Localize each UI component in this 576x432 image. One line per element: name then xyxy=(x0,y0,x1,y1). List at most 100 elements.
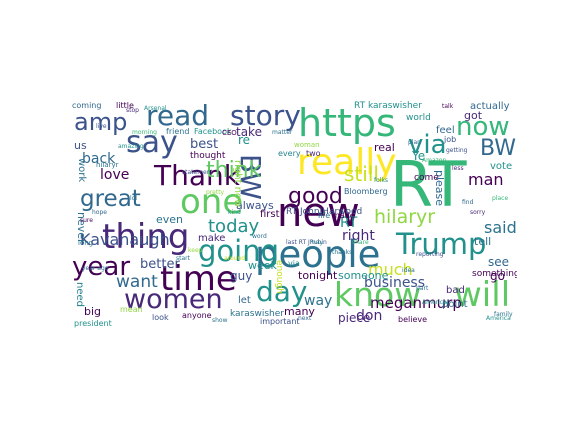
cloud-word: friend xyxy=(166,127,190,136)
cloud-word: every xyxy=(278,149,301,158)
cloud-word: anyone xyxy=(182,311,212,320)
cloud-word: family xyxy=(494,311,513,318)
cloud-word: vote xyxy=(490,161,513,172)
cloud-word: last RT JRubin xyxy=(286,239,327,246)
cloud-word: people xyxy=(255,233,381,276)
cloud-word: word xyxy=(252,233,267,240)
cloud-word: place xyxy=(492,195,509,202)
cloud-word: point xyxy=(442,299,468,310)
cloud-word: year ago xyxy=(82,265,109,272)
cloud-word: made xyxy=(332,211,355,220)
cloud-word: share xyxy=(352,239,369,246)
cloud-word: karaswisher xyxy=(230,309,284,319)
cloud-word: bad xyxy=(446,285,465,296)
cloud-word: need xyxy=(74,282,85,307)
cloud-word: life xyxy=(318,211,331,220)
cloud-word: new xyxy=(277,190,360,236)
cloud-word: guy xyxy=(230,269,253,283)
cloud-word: now xyxy=(456,112,510,142)
cloud-word: great xyxy=(80,186,141,212)
cloud-word: RT xyxy=(340,215,358,231)
cloud-word: via xyxy=(288,259,300,268)
cloud-word: hope xyxy=(92,209,107,216)
cloud-word: little xyxy=(116,101,134,110)
cloud-word: stop xyxy=(126,107,139,114)
cloud-word: start xyxy=(176,255,190,262)
cloud-word: thing xyxy=(102,217,190,257)
cloud-word: coming xyxy=(72,101,102,110)
cloud-word: year xyxy=(72,252,131,282)
cloud-word: important xyxy=(260,317,300,326)
cloud-word: know xyxy=(334,275,422,314)
cloud-word: one xyxy=(180,182,244,222)
cloud-word: look xyxy=(152,313,169,322)
cloud-word: thought xyxy=(190,151,226,161)
cloud-word: president xyxy=(74,319,112,328)
cloud-word: BW xyxy=(480,136,517,161)
cloud-word: better xyxy=(140,257,180,272)
cloud-word: idea xyxy=(402,267,415,274)
cloud-word: come xyxy=(414,173,439,183)
cloud-word: piece xyxy=(338,311,371,325)
cloud-word: long xyxy=(78,239,94,247)
cloud-word: RT karaswisher xyxy=(354,101,422,111)
word-cloud: RT people https new Trump thing really t… xyxy=(72,100,517,330)
cloud-word: tonight xyxy=(298,269,338,282)
cloud-word: thanks xyxy=(332,249,353,256)
cloud-word: re xyxy=(238,133,251,147)
cloud-word: live xyxy=(96,123,107,130)
cloud-word: man xyxy=(468,170,504,189)
cloud-word: around xyxy=(224,255,246,262)
cloud-word: Bloomberg xyxy=(344,187,388,196)
cloud-word: don xyxy=(356,308,383,324)
cloud-word: say xyxy=(126,125,178,160)
cloud-word: big xyxy=(84,305,102,318)
cloud-word: RT xyxy=(390,148,467,221)
cloud-word: work xyxy=(76,158,87,183)
cloud-word: Facebook xyxy=(194,127,232,136)
cloud-word: much xyxy=(368,260,413,279)
cloud-word: job xyxy=(444,135,457,144)
cloud-word: hilaryr xyxy=(96,161,119,169)
cloud-word: amazing xyxy=(118,143,144,150)
cloud-word: back xyxy=(82,151,116,167)
cloud-word: something xyxy=(472,269,517,279)
cloud-word: tell xyxy=(474,235,492,248)
cloud-word: first xyxy=(260,209,280,220)
cloud-word: many xyxy=(284,305,315,318)
cloud-word: mean xyxy=(120,305,143,314)
cloud-word: see xyxy=(488,255,510,269)
cloud-word: CEO xyxy=(222,129,237,137)
cloud-word: Arsenal xyxy=(144,105,167,112)
cloud-word: folks xyxy=(374,177,389,184)
cloud-word: pretty xyxy=(206,189,225,196)
cloud-word: Ye xyxy=(412,149,426,163)
cloud-word: world xyxy=(406,113,431,123)
cloud-word: via xyxy=(408,130,447,160)
cloud-word: story xyxy=(230,100,301,132)
cloud-word: enough xyxy=(274,260,284,294)
cloud-word: sure xyxy=(80,217,93,224)
cloud-word: someone xyxy=(338,269,389,282)
cloud-word: today xyxy=(208,216,260,237)
cloud-word: got xyxy=(464,109,483,122)
cloud-word: read xyxy=(146,100,210,132)
cloud-word: let xyxy=(238,295,251,306)
cloud-word: RT JohnJHarwood xyxy=(286,207,363,217)
cloud-word: day xyxy=(256,275,308,308)
cloud-word: may xyxy=(310,239,324,246)
cloud-word: time xyxy=(160,259,237,299)
cloud-word: keep xyxy=(188,247,203,254)
cloud-word: American xyxy=(422,299,451,306)
cloud-word: talk xyxy=(442,103,454,110)
cloud-word: hilaryr xyxy=(374,206,436,228)
cloud-word: week xyxy=(248,259,277,272)
cloud-word: best xyxy=(190,137,219,152)
cloud-word: really xyxy=(297,142,397,183)
cloud-word: sorry xyxy=(470,209,486,216)
cloud-word: feel xyxy=(436,125,455,136)
cloud-word: kind xyxy=(228,209,241,216)
cloud-word: two xyxy=(306,149,321,158)
cloud-word: America xyxy=(486,315,511,322)
cloud-word: reporting xyxy=(416,251,444,258)
